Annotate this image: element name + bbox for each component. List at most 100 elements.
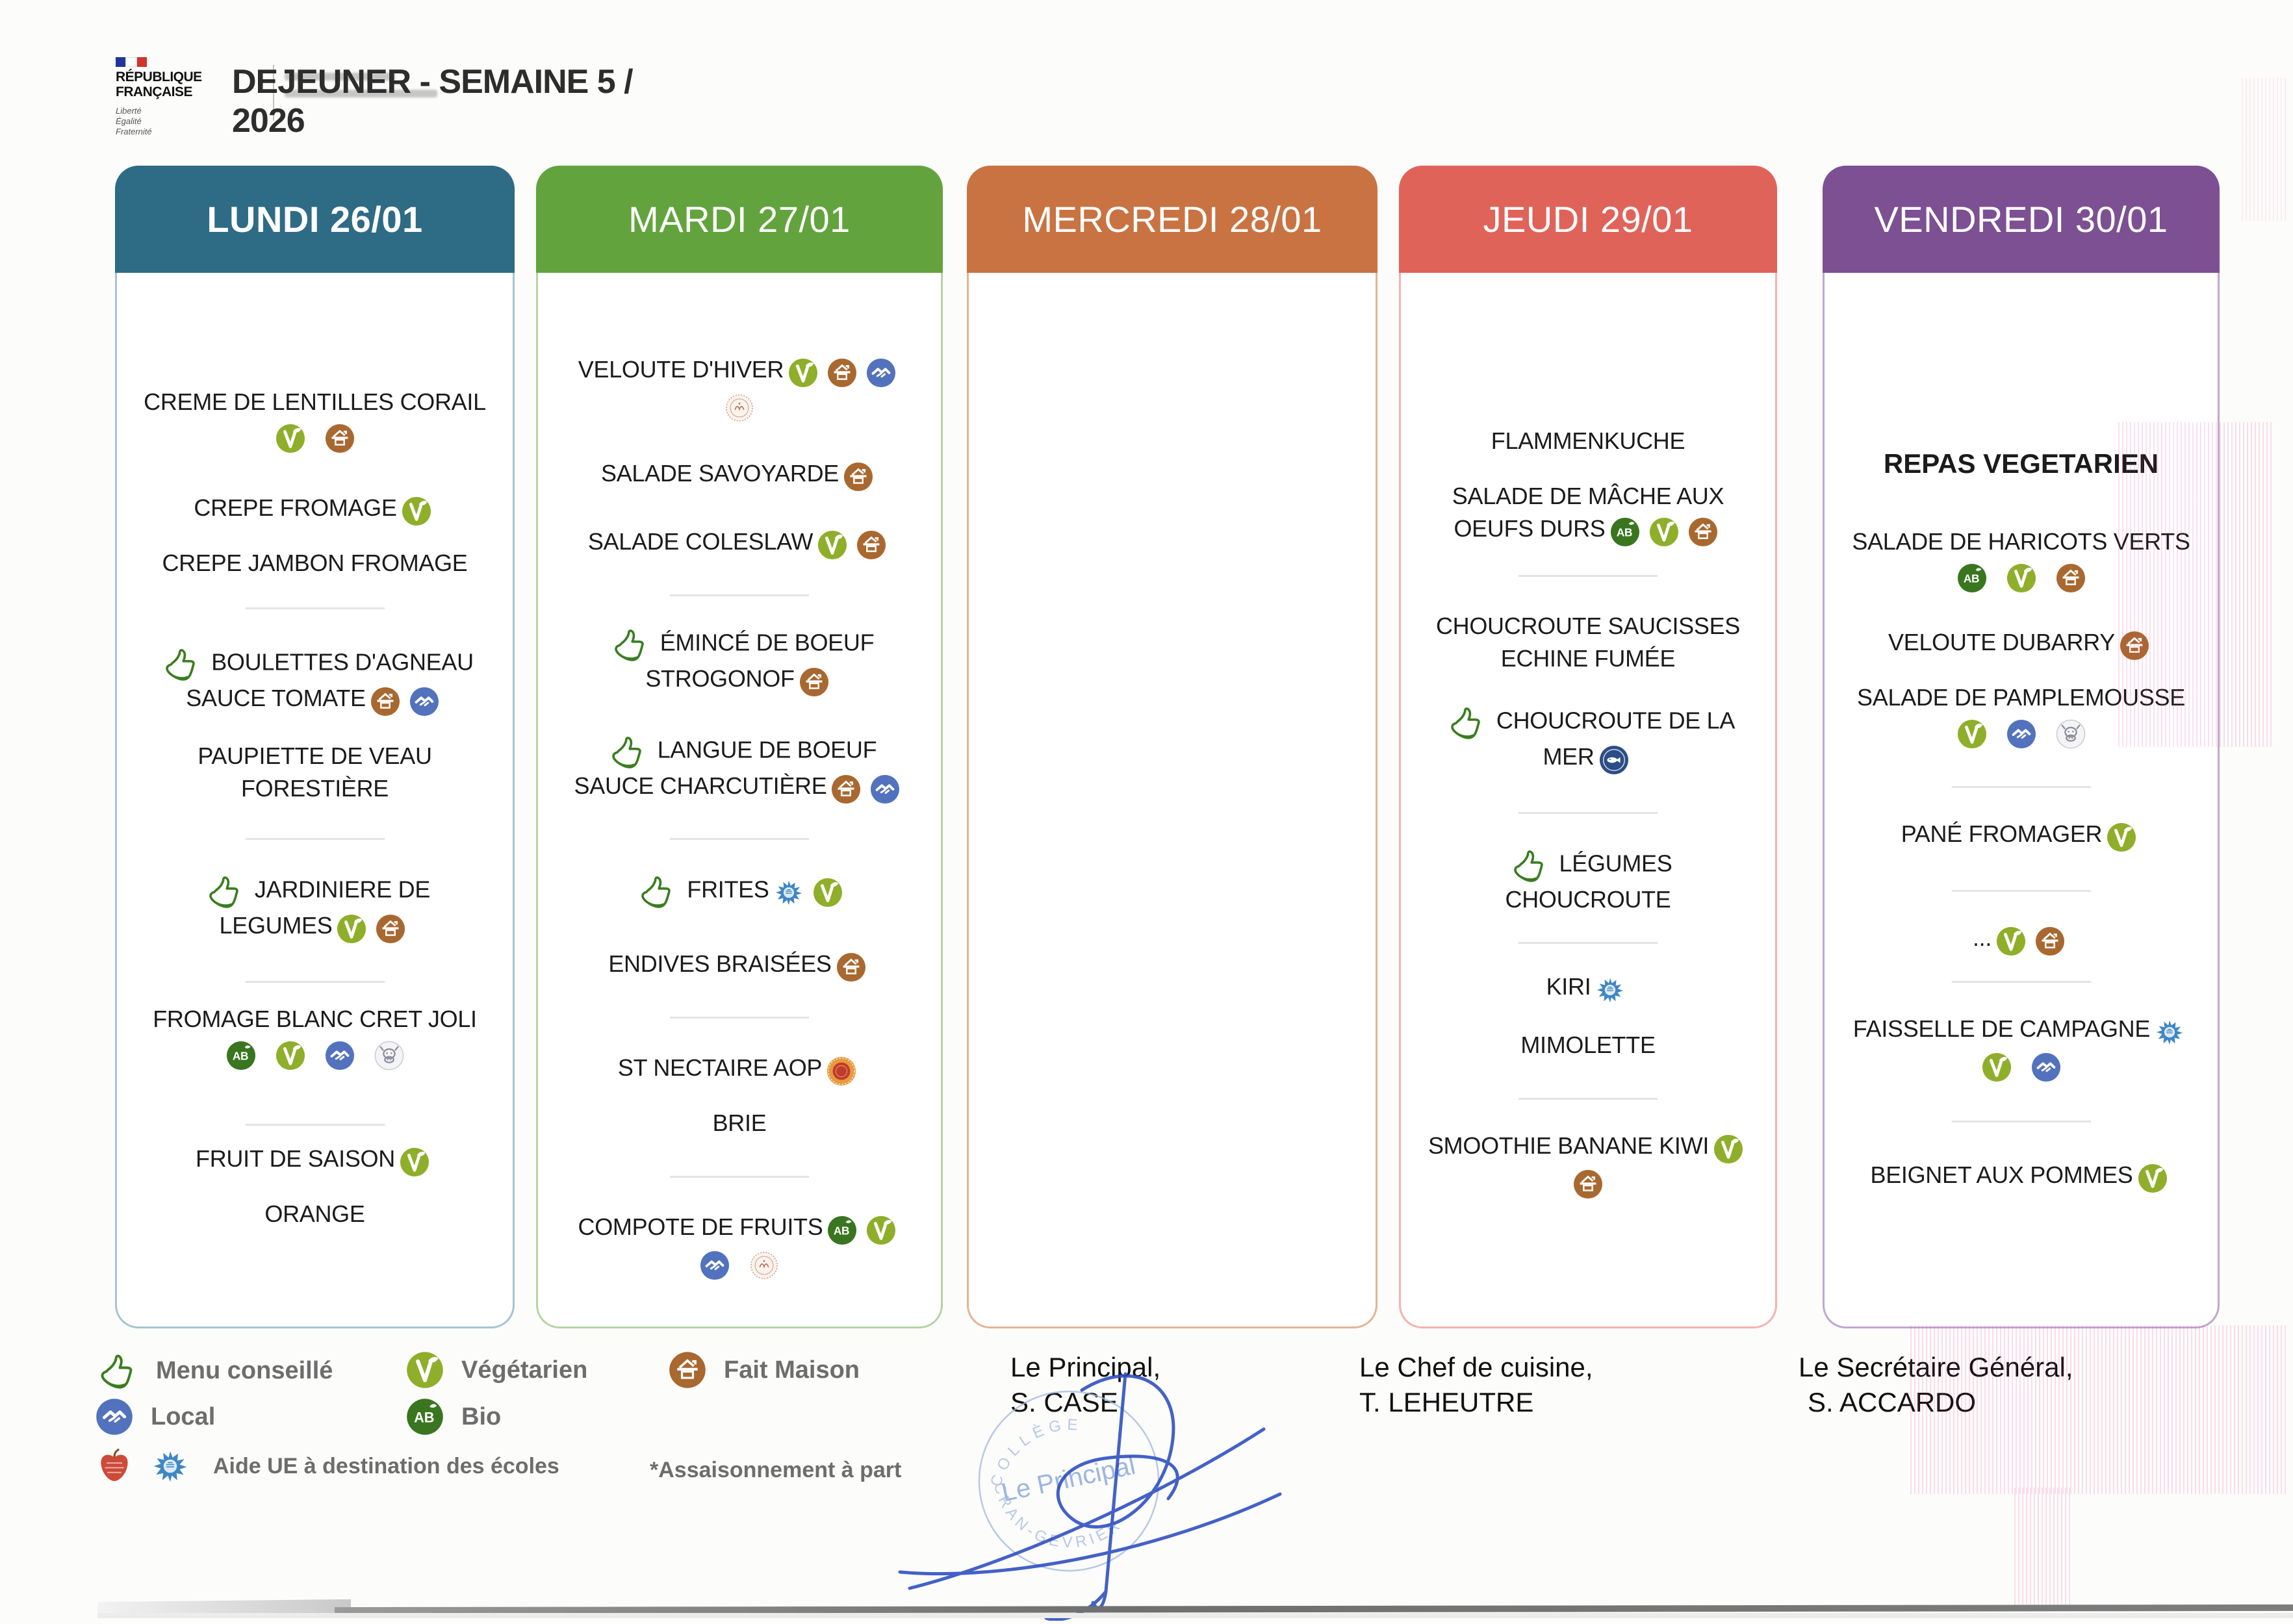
- group-divider: [1518, 1098, 1658, 1100]
- menu-item-icons: [1830, 717, 2212, 749]
- menu-conseille-icon: [607, 733, 647, 770]
- menu-conseille-icon: [160, 646, 201, 682]
- menu-item-label: LANGUE DE BOEUF: [543, 733, 936, 770]
- svg-text:AB: AB: [1616, 526, 1632, 539]
- menu-conseille-icon: [636, 873, 676, 909]
- menu-item: LANGUE DE BOEUF SAUCE CHARCUTIÈRE: [543, 733, 936, 804]
- menu-item: ST NECTAIRE AOP: [543, 1052, 936, 1086]
- logo-motto-1: Liberté: [116, 106, 142, 116]
- menu-item: FROMAGE BLANC CRET JOLI AB: [122, 1003, 507, 1071]
- menu-item-label: FORESTIÈRE: [122, 772, 507, 805]
- stamp-icon: [749, 1248, 779, 1280]
- vegetarien-icon: [788, 355, 818, 387]
- menu-item-text: ENDIVES BRAISÉES: [608, 950, 832, 977]
- menu-item: JARDINIERE DE LEGUMES: [122, 873, 507, 944]
- group-divider: [1951, 786, 2091, 788]
- local-icon: [2031, 1050, 2061, 1082]
- menu-item-icons: [1406, 1167, 1770, 1199]
- group-divider: [669, 594, 810, 596]
- menu-item-label: SALADE DE PAMPLEMOUSSE: [1830, 681, 2212, 714]
- menu-item: PAUPIETTE DE VEAU FORESTIÈRE: [122, 740, 507, 805]
- menu-item: FRITES: [543, 873, 936, 909]
- menu-item-label: BRIE: [543, 1107, 936, 1139]
- menu-item-label: LEGUMES: [122, 909, 507, 944]
- menu-item-text: MER: [1543, 743, 1595, 770]
- aide-ue-icon: [151, 1447, 189, 1485]
- menu-item-label: MIMOLETTE: [1406, 1029, 1770, 1061]
- day-column-mardi: MARDI 27/01 VELOUTE D'HIVER SALADE SAVOYAR…: [536, 166, 943, 1328]
- menu-item-text: SAUCE CHARCUTIÈRE: [574, 772, 827, 799]
- french-flag-icon: [116, 57, 147, 67]
- menu-item: SALADE COLESLAW: [543, 526, 936, 560]
- group-divider: [669, 1176, 810, 1178]
- bio-icon: AB: [226, 1038, 256, 1071]
- menu-item-text: FORESTIÈRE: [240, 775, 389, 802]
- svg-text:AB: AB: [232, 1050, 248, 1063]
- menu-item: ÉMINCÉ DE BOEUF STROGONOF: [543, 626, 936, 697]
- school-name-smudge: [285, 73, 395, 81]
- group-divider: [1951, 981, 2091, 983]
- logo-org-line2: FRANÇAISE: [116, 84, 193, 99]
- vegetarien-icon: [337, 911, 366, 943]
- menu-item-text: REPAS VEGETARIEN: [1883, 448, 2159, 479]
- group-divider: [1951, 890, 2091, 892]
- cow-icon: [374, 1038, 404, 1071]
- vegetarien-icon: [1982, 1050, 2012, 1082]
- vegetarien-icon: [275, 421, 305, 453]
- menu-item: ENDIVES BRAISÉES: [543, 948, 936, 982]
- vegetarien-icon: [1996, 923, 2026, 956]
- page-title-line1: DEJEUNER - SEMAINE 5 /: [232, 63, 634, 101]
- fait-maison-icon: [843, 459, 873, 491]
- group-divider: [1518, 575, 1658, 577]
- menu-item-label: BOULETTES D'AGNEAU: [122, 646, 507, 682]
- menu-item-icons: [543, 390, 936, 423]
- menu-item-text: BRIE: [712, 1110, 767, 1136]
- stamp-icon: [724, 390, 754, 423]
- fait-maison-icon: [836, 949, 866, 982]
- local-icon: [870, 771, 900, 804]
- menu-item-label: ENDIVES BRAISÉES: [543, 948, 936, 982]
- legend-label: Fait Maison: [724, 1356, 860, 1384]
- legend-label: Menu conseillé: [156, 1356, 333, 1384]
- menu-item-text: SMOOTHIE BANANE KIWI: [1428, 1132, 1710, 1159]
- menu-item-label: CHOUCROUTE SAUCISSES: [1406, 610, 1770, 642]
- svg-text:AB: AB: [414, 1409, 434, 1425]
- day-body: REPAS VEGETARIEN SALADE DE HARICOTS VERTS…: [1823, 273, 2220, 1328]
- day-body: FLAMMENKUCHE SALADE DE MÂCHE AUX OEUFS DUR…: [1399, 273, 1777, 1328]
- menu-item-label: ECHINE FUMÉE: [1406, 642, 1770, 675]
- menu-item: SALADE DE PAMPLEMOUSSE: [1830, 681, 2212, 749]
- menu-item-label: FROMAGE BLANC CRET JOLI: [122, 1003, 507, 1035]
- menu-item-text: ST NECTAIRE AOP: [617, 1054, 823, 1081]
- day-column-jeudi: JEUDI 29/01 FLAMMENKUCHE SALADE DE MÂCHE A…: [1399, 166, 1777, 1328]
- local-icon: [96, 1398, 133, 1436]
- scan-artifact-pink: [2014, 1488, 2073, 1611]
- apple-icon: [96, 1447, 133, 1485]
- logo-org-line1: RÉPUBLIQUE: [116, 70, 202, 84]
- vegetarien-icon: [813, 875, 843, 907]
- fait-maison-icon: [370, 683, 400, 716]
- menu-item: FAISSELLE DE CAMPAGNE: [1830, 1013, 2212, 1082]
- scan-artifact-pink: [2242, 78, 2287, 221]
- menu-item-label: COMPOTE DE FRUITS AB: [543, 1211, 936, 1245]
- day-body: CREME DE LENTILLES CORAIL CREPE FROMAGE CR…: [115, 273, 515, 1328]
- menu-item-text: LÉGUMES: [1559, 850, 1672, 877]
- signature-principal: Le Principal, S. CASE: [1010, 1350, 1160, 1420]
- menu-item: LÉGUMES CHOUCROUTE: [1406, 847, 1770, 916]
- day-column-mercredi: MERCREDI 28/01: [967, 166, 1377, 1328]
- menu-item-text: STROGONOF: [645, 665, 795, 692]
- vegetarien-icon: [1957, 717, 1987, 749]
- menu-item-label: CHOUCROUTE: [1406, 883, 1770, 916]
- group-divider: [669, 838, 810, 840]
- aide-ue-icon: [2155, 1014, 2184, 1047]
- menu-item-text: JARDINIERE DE: [254, 876, 431, 903]
- menu-item: ORANGE: [122, 1198, 507, 1230]
- legend-vegetarien: Végétarien: [402, 1351, 587, 1389]
- menu-item: CHOUCROUTE SAUCISSES ECHINE FUMÉE: [1406, 610, 1770, 675]
- legend-bio: AB Bio: [402, 1398, 501, 1436]
- day-header-mercredi: MERCREDI 28/01: [967, 166, 1377, 273]
- menu-item-text: FRUIT DE SAISON: [196, 1145, 395, 1172]
- menu-item-text: FROMAGE BLANC CRET JOLI: [153, 1006, 477, 1032]
- menu-item: VELOUTE DUBARRY: [1830, 626, 2212, 661]
- menu-item: REPAS VEGETARIEN: [1830, 448, 2212, 480]
- menu-item-label: FAISSELLE DE CAMPAGNE: [1830, 1013, 2212, 1047]
